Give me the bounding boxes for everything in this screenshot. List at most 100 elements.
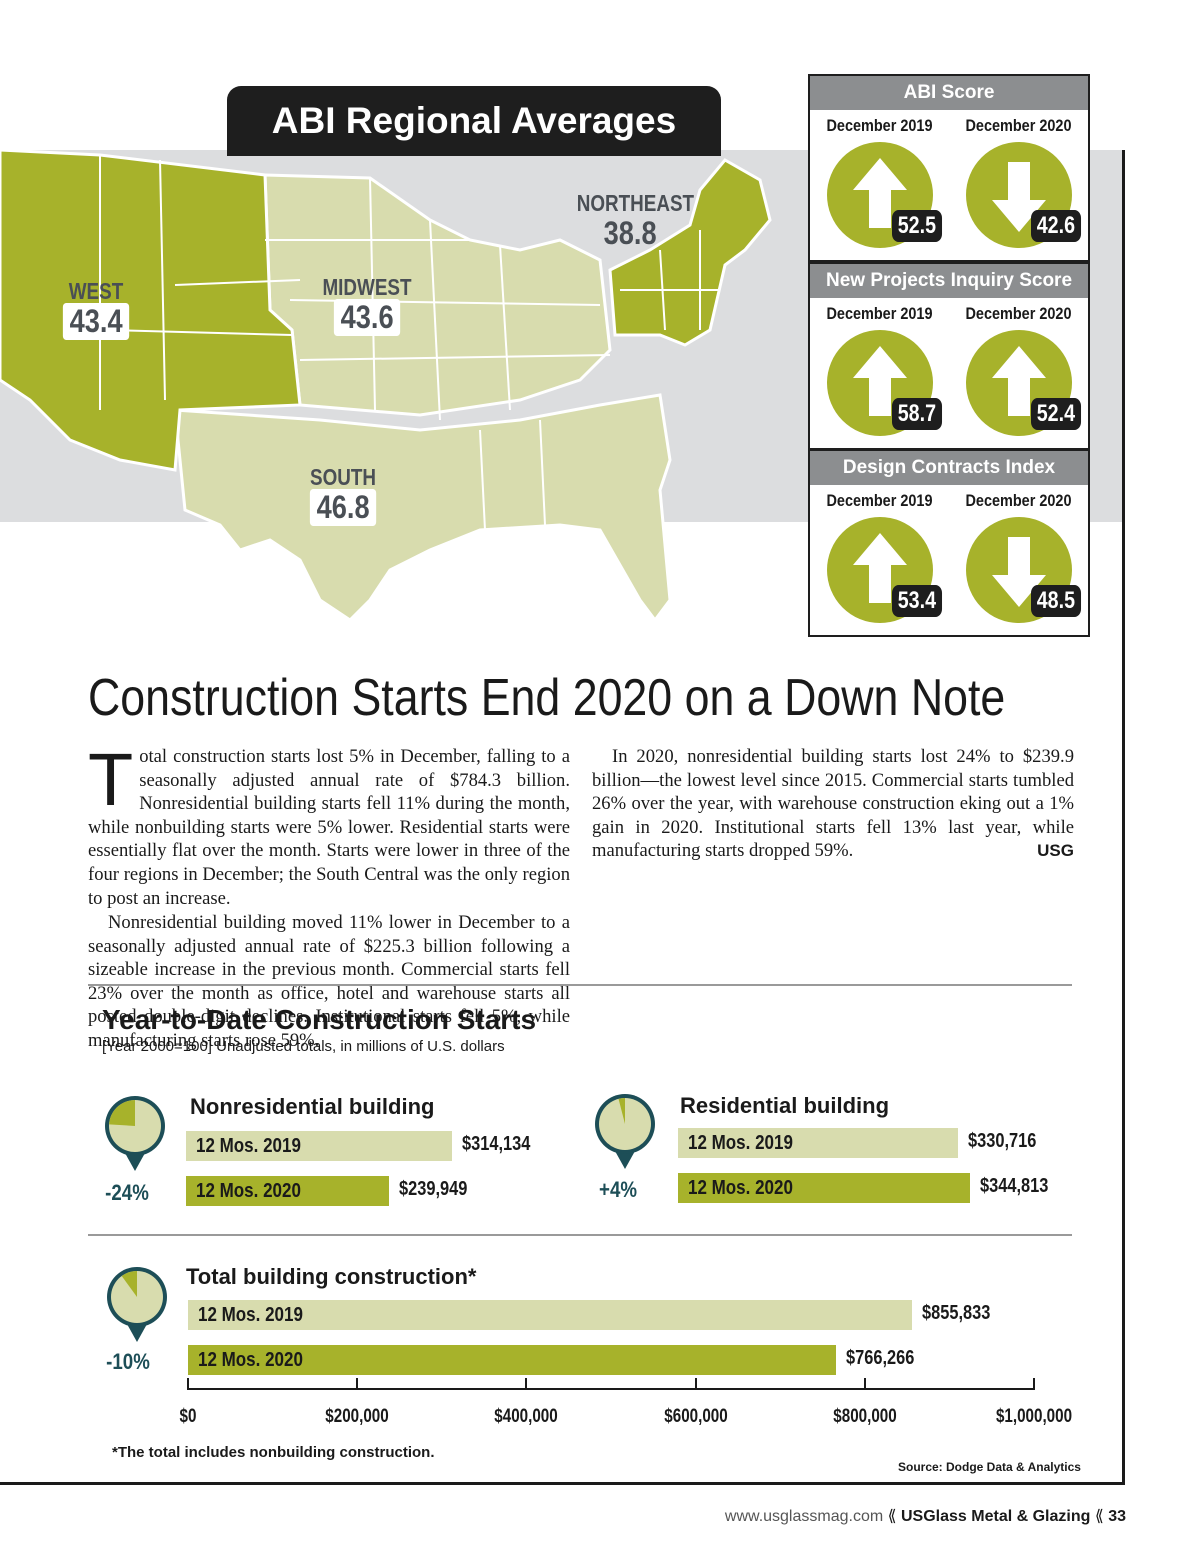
x-tick <box>187 1378 189 1390</box>
score-card: New Projects Inquiry Score December 2019 5… <box>808 262 1090 450</box>
score-column: December 2019 53.4 <box>810 485 949 625</box>
score-column: December 2019 58.7 <box>810 298 949 438</box>
score-column: December 2020 42.6 <box>949 110 1088 250</box>
score-card-title: New Projects Inquiry Score <box>810 264 1088 298</box>
region-value: 46.8 <box>309 489 377 526</box>
bar-value: $314,134 <box>461 1133 531 1155</box>
chart-title: Year-to-Date Construction Starts <box>102 1004 537 1035</box>
change-percent: -10% <box>106 1349 150 1374</box>
x-tick <box>525 1378 528 1390</box>
folio-magazine: USGlass Metal & Glazing <box>901 1508 1091 1525</box>
x-tick <box>356 1378 359 1390</box>
chart-source: Source: Dodge Data & Analytics <box>898 1460 1081 1474</box>
bar-label: 12 Mos. 2020 <box>688 1177 793 1199</box>
chart-divider <box>88 1234 1072 1236</box>
section-divider <box>88 984 1072 986</box>
x-tick-label: $200,000 <box>325 1406 389 1427</box>
score-value: 52.4 <box>1031 398 1081 430</box>
change-pie-marker <box>107 1267 167 1342</box>
region-value: 38.8 <box>603 215 657 251</box>
map-title: ABI Regional Averages <box>227 86 721 156</box>
score-column: December 2020 52.4 <box>949 298 1088 438</box>
region-label-west: WEST 43.4 <box>44 278 148 340</box>
x-tick-label: $800,000 <box>833 1406 897 1427</box>
group-title: Total building construction* <box>186 1264 477 1289</box>
bar: 12 Mos. 2020 <box>188 1345 837 1375</box>
x-tick-label: $600,000 <box>663 1406 728 1427</box>
bar-label: 12 Mos. 2019 <box>688 1132 793 1154</box>
bar: 12 Mos. 2019 <box>188 1300 913 1330</box>
x-tick-label: $0 <box>179 1406 197 1427</box>
bar: 12 Mos. 2020 <box>678 1173 970 1203</box>
score-value: 42.6 <box>1031 210 1081 242</box>
region-label-south: SOUTH 46.8 <box>288 464 398 526</box>
region-name: WEST <box>68 278 124 304</box>
x-tick <box>1033 1378 1035 1390</box>
x-tick-label: $400,000 <box>494 1406 559 1427</box>
score-value: 48.5 <box>1031 585 1081 617</box>
us-region-map <box>0 148 772 623</box>
region-name: NORTHEAST <box>576 190 695 216</box>
frame-right <box>1122 150 1125 1485</box>
x-tick <box>863 1378 866 1390</box>
folio-url: www.usglassmag.com <box>724 1508 884 1525</box>
group-title: Nonresidential building <box>190 1094 435 1119</box>
score-period: December 2020 <box>965 304 1072 323</box>
article-column-1-cont: Nonresidential building moved 11% lower … <box>88 911 570 1053</box>
bar: 12 Mos. 2020 <box>186 1176 389 1206</box>
region-value: 43.6 <box>333 299 401 336</box>
paragraph-2: Nonresidential building moved 11% lower … <box>88 912 570 1051</box>
region-name: MIDWEST <box>322 274 412 300</box>
bar-value: $344,813 <box>979 1175 1049 1197</box>
region-label-midwest: MIDWEST 43.6 <box>312 274 422 336</box>
region-label-northeast: NORTHEAST 38.8 <box>565 190 695 252</box>
article-column-2: In 2020, nonresidential building starts … <box>592 745 1074 863</box>
bar-label: 12 Mos. 2019 <box>198 1304 303 1326</box>
south-region <box>173 393 672 623</box>
score-value: 53.4 <box>892 585 942 617</box>
chart-footnote: *The total includes nonbuilding construc… <box>112 1444 435 1461</box>
x-axis-line <box>188 1388 1034 1390</box>
bar: 12 Mos. 2019 <box>678 1128 958 1158</box>
bar-label: 12 Mos. 2019 <box>196 1135 301 1157</box>
score-period: December 2019 <box>826 116 933 135</box>
west-region <box>0 148 302 472</box>
bar-label: 12 Mos. 2020 <box>198 1349 303 1371</box>
score-card-title: ABI Score <box>810 76 1088 110</box>
score-period: December 2020 <box>965 491 1072 510</box>
signature: USG <box>1037 841 1074 861</box>
bar: 12 Mos. 2019 <box>186 1131 452 1161</box>
bar-value: $855,833 <box>922 1302 991 1324</box>
page-folio: www.usglassmag.com ⟪ USGlass Metal & Gla… <box>725 1506 1126 1526</box>
folio-separator-2: ⟪ <box>1094 1508 1104 1525</box>
chart-subtitle: [Year 2000=100] Unadjusted totals, in mi… <box>102 1038 505 1055</box>
score-card: Design Contracts Index December 2019 53.4 D… <box>808 449 1090 637</box>
score-column: December 2019 52.5 <box>810 110 949 250</box>
group-title: Residential building <box>680 1093 890 1118</box>
bar-value: $330,716 <box>967 1130 1037 1152</box>
x-tick-label: $1,000,000 <box>995 1406 1073 1427</box>
score-column: December 2020 48.5 <box>949 485 1088 625</box>
change-pie-marker <box>595 1094 655 1169</box>
frame-bottom <box>0 1482 1125 1485</box>
score-card-title: Design Contracts Index <box>810 451 1088 485</box>
paragraph-3: In 2020, nonresidential building starts … <box>592 746 1074 862</box>
drop-cap: T <box>88 738 134 821</box>
bar-label: 12 Mos. 2020 <box>196 1180 301 1202</box>
folio-separator-1: ⟪ <box>887 1508 897 1525</box>
bar-value: $766,266 <box>846 1347 915 1369</box>
northeast-region <box>608 158 772 347</box>
score-period: December 2020 <box>965 116 1072 135</box>
score-value: 52.5 <box>892 210 942 242</box>
change-percent: -24% <box>105 1180 149 1205</box>
score-period: December 2019 <box>826 304 933 323</box>
change-pie-marker <box>105 1096 165 1171</box>
score-period: December 2019 <box>826 491 933 510</box>
region-name: SOUTH <box>309 464 377 490</box>
change-percent: +4% <box>599 1177 637 1202</box>
folio-page-number: 33 <box>1108 1508 1126 1525</box>
x-tick <box>694 1378 697 1390</box>
bar-value: $239,949 <box>398 1178 468 1200</box>
